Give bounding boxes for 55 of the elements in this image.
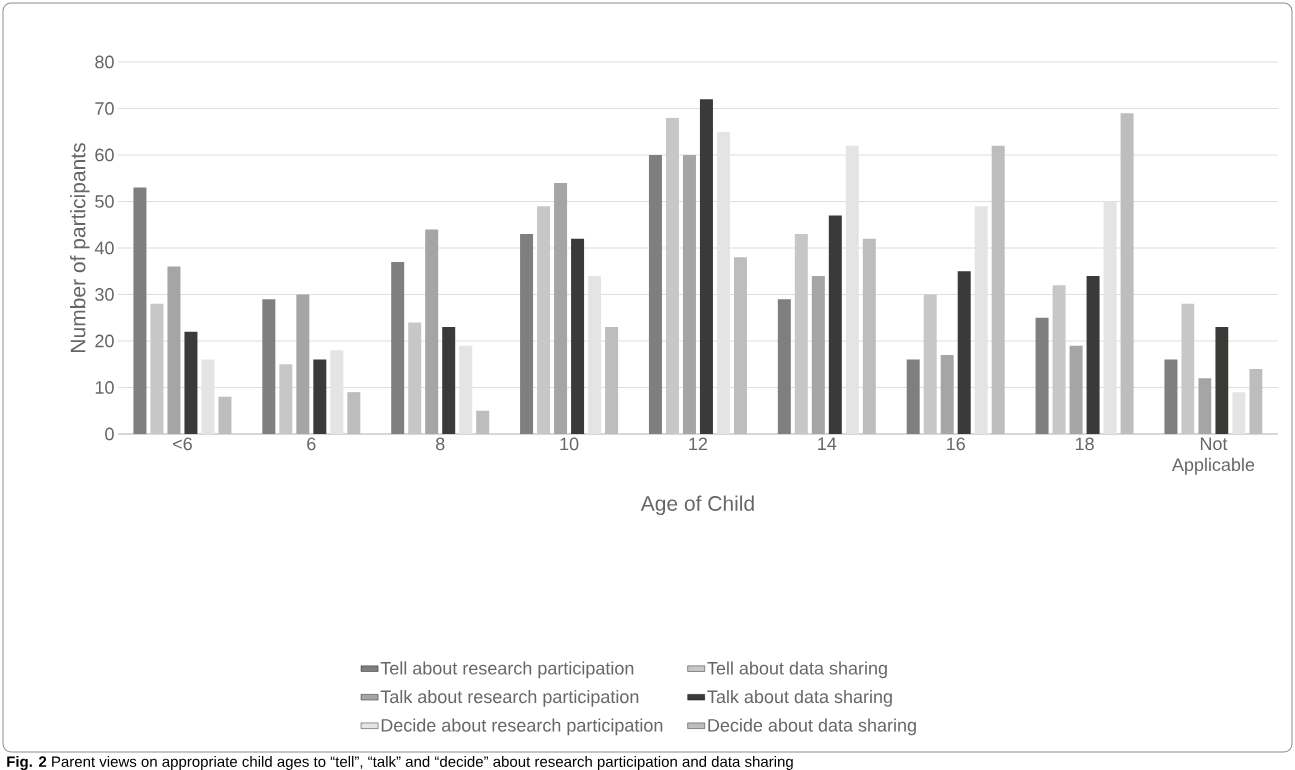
y-tick-label: 10 xyxy=(95,381,114,394)
bar xyxy=(262,299,276,434)
bar xyxy=(699,99,713,434)
x-tick-label: 8 xyxy=(435,437,445,451)
bar xyxy=(1232,392,1246,434)
bar xyxy=(1164,359,1178,434)
x-tick-label: 10 xyxy=(560,437,579,451)
bar xyxy=(520,234,534,434)
legend-label: Tell about research participation xyxy=(380,661,634,679)
x-axis-title: Age of Child xyxy=(640,495,754,516)
y-tick-label: 80 xyxy=(95,55,114,69)
legend-label: Talk about research participation xyxy=(380,689,639,707)
y-tick-label: 30 xyxy=(95,288,114,301)
y-tick-label: 50 xyxy=(95,195,114,208)
bar xyxy=(940,354,954,434)
bar xyxy=(811,275,825,434)
bar xyxy=(906,359,920,434)
bar xyxy=(957,271,971,434)
x-tick-label: 12 xyxy=(689,437,708,451)
x-tick-label: 16 xyxy=(947,437,965,451)
y-tick-label: 20 xyxy=(95,334,114,348)
bar xyxy=(554,182,568,434)
x-tick-label: 6 xyxy=(307,437,316,451)
bar xyxy=(425,229,439,434)
x-tick-label: Not Applicable xyxy=(1171,437,1255,475)
bar xyxy=(133,187,147,434)
bar xyxy=(1069,345,1083,434)
bar xyxy=(442,327,456,434)
x-tick-label: 14 xyxy=(818,437,837,450)
y-tick-label: 60 xyxy=(95,148,114,162)
y-tick-label: 40 xyxy=(94,241,114,255)
y-tick-label: 70 xyxy=(95,102,114,115)
legend-label: Talk about data sharing xyxy=(707,689,892,707)
bar xyxy=(571,238,585,434)
legend-label: Decide about data sharing xyxy=(708,718,916,736)
bar xyxy=(1215,327,1229,434)
bar xyxy=(391,261,405,434)
y-tick-label: 0 xyxy=(105,427,114,441)
bar xyxy=(313,359,327,434)
bar xyxy=(777,299,791,434)
bar xyxy=(828,215,842,434)
bar xyxy=(167,266,181,434)
bar xyxy=(1086,275,1100,434)
x-tick-label: <6 xyxy=(173,437,192,451)
x-tick-label: 18 xyxy=(1075,437,1094,451)
legend-label: Tell about data sharing xyxy=(707,661,887,679)
bar xyxy=(1198,378,1212,434)
bar xyxy=(682,154,696,434)
bar xyxy=(296,294,310,434)
y-axis-title: Number of participants xyxy=(70,143,90,352)
bar xyxy=(1035,317,1049,434)
bar xyxy=(648,154,662,434)
text: Fig. 2 Parent views on appropriate child ages to “tell”, “talk” and “decide” about research participation and data sharing xyxy=(7,755,793,770)
legend-label: Decide about research participation xyxy=(381,718,663,736)
bar xyxy=(184,331,198,434)
